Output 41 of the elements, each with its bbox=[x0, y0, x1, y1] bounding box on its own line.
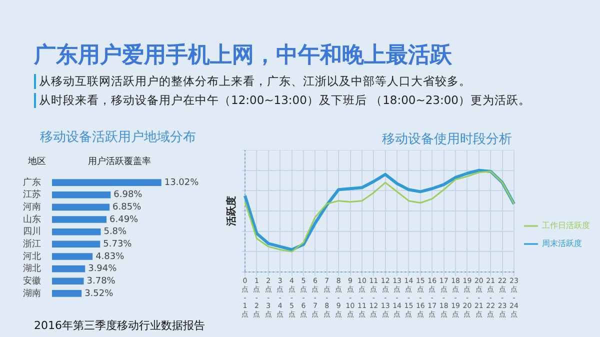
y-tick-label: 河南 bbox=[23, 202, 41, 213]
y-tick-label: 江苏 bbox=[23, 189, 41, 200]
data-label: 6.98% bbox=[114, 190, 143, 200]
y-tick-label: 安徽 bbox=[23, 275, 41, 286]
legend-label: 工作日活跃度 bbox=[542, 221, 590, 230]
y-tick-label: 山东 bbox=[23, 214, 41, 225]
bar bbox=[52, 278, 84, 285]
legend-label: 周末活跃度 bbox=[542, 239, 582, 248]
bar bbox=[52, 179, 162, 186]
y-tick-label: 河北 bbox=[23, 250, 41, 262]
text: 广东用户爱用手机上网，中午和晚上最活跃 bbox=[34, 42, 452, 70]
text: 2016年第三季度移动行业数据报告 bbox=[34, 318, 205, 333]
data-label: 3.94% bbox=[88, 264, 118, 274]
y-tick-label: 四川 bbox=[23, 226, 41, 238]
y-tick-label: 广东 bbox=[23, 176, 41, 188]
bar bbox=[52, 216, 107, 223]
y-tick-label: 湖北 bbox=[23, 263, 41, 274]
bar bbox=[52, 253, 93, 260]
data-label: 13.02% bbox=[164, 178, 200, 188]
bar bbox=[52, 228, 101, 236]
bar bbox=[52, 204, 110, 211]
data-label: 3.52% bbox=[84, 288, 114, 299]
chart-title: 移动设备使用时段分析 bbox=[382, 131, 512, 148]
data-label: 3.78% bbox=[86, 276, 116, 286]
bar bbox=[52, 240, 100, 248]
chart-title: 移动设备活跃用户地域分布 bbox=[40, 129, 196, 146]
text: 从移动互联网活跃用户的整体分布上来看，广东、江浙以及中部等人口大省较多。 bbox=[34, 74, 471, 89]
data-label: 6.49% bbox=[110, 214, 139, 225]
text: 从时段来看，移动设备用户在中午（12:00~13:00）及下班后 （18:00~23:00）更为活跃。 bbox=[34, 93, 530, 108]
data-label: 5.8% bbox=[104, 227, 128, 238]
data-label: 4.83% bbox=[96, 252, 125, 262]
data-label: 5.73% bbox=[103, 240, 132, 250]
data-label: 6.85% bbox=[112, 202, 142, 213]
y-axis-title: 地区 bbox=[28, 156, 46, 168]
y-tick-label: 湖南 bbox=[23, 288, 41, 299]
y-tick-label: 浙江 bbox=[23, 238, 41, 250]
bar bbox=[52, 191, 111, 198]
bar bbox=[52, 265, 86, 272]
y-axis-title: 活跃度 bbox=[226, 196, 238, 227]
bar bbox=[52, 290, 82, 297]
x-axis-title: 用户活跃覆盖率 bbox=[88, 155, 151, 168]
